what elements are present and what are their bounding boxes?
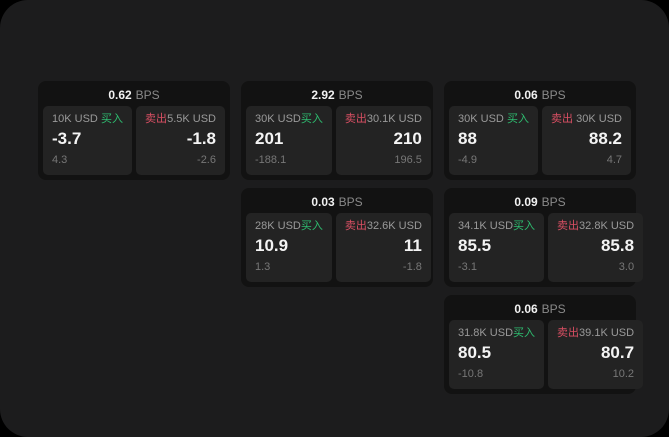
buy-amount-label: 30K USD bbox=[458, 113, 504, 125]
buy-sub-value: -188.1 bbox=[255, 154, 287, 166]
bps-spread-header: 0.03 BPS bbox=[246, 193, 428, 211]
buy-side-label: 买入 bbox=[513, 220, 536, 232]
buy-amount-label: 28K USD bbox=[255, 220, 301, 232]
sell-sub-value: 196.5 bbox=[394, 154, 422, 166]
buy-panel[interactable]: 31.8K USD 买入 80.5 -10.8 bbox=[449, 320, 545, 389]
sell-panel[interactable]: 卖出 32.6K USD 11 -1.8 bbox=[335, 213, 431, 282]
sell-sub-value: 4.7 bbox=[606, 154, 622, 166]
sell-side-label: 卖出 bbox=[344, 220, 367, 232]
sell-side-label: 卖出 bbox=[145, 113, 167, 125]
buy-sub-value: 4.3 bbox=[52, 154, 68, 166]
bps-card: 0.09 BPS 34.1K USD 买入 85.5 -3.1 卖出 32.8K … bbox=[444, 188, 644, 287]
bps-spread-header: 2.92 BPS bbox=[246, 86, 428, 104]
bps-card: 0.03 BPS 28K USD 买入 10.9 1.3 卖出 32.6K USD bbox=[241, 188, 433, 287]
buy-sub-value: -3.1 bbox=[458, 261, 477, 273]
buy-amount-label: 30K USD bbox=[255, 113, 301, 125]
sell-amount-label: 30K USD bbox=[576, 113, 622, 125]
bps-card: 2.92 BPS 30K USD 买入 201 -188.1 卖出 30.1K U… bbox=[241, 81, 433, 180]
sell-side-label: 卖出 bbox=[557, 327, 580, 339]
sell-amount-label: 30.1K USD bbox=[366, 113, 422, 125]
bps-spread-value: 0.62 bbox=[108, 88, 132, 102]
bps-card: 0.06 BPS 31.8K USD 买入 80.5 -10.8 卖出 39.1K… bbox=[444, 295, 644, 394]
bps-spread-header: 0.06 BPS bbox=[449, 86, 631, 104]
bps-unit-label: BPS bbox=[541, 195, 566, 209]
bps-spread-value: 0.06 bbox=[514, 88, 538, 102]
bps-unit-label: BPS bbox=[338, 195, 363, 209]
sell-sub-value: -2.6 bbox=[197, 154, 216, 166]
bps-spread-value: 0.09 bbox=[514, 195, 538, 209]
sell-amount-label: 39.1K USD bbox=[579, 327, 635, 339]
buy-side-label: 买入 bbox=[300, 113, 323, 125]
buy-side-label: 买入 bbox=[507, 113, 529, 125]
sell-sub-value: 10.2 bbox=[612, 368, 635, 380]
sell-sub-value: -1.8 bbox=[402, 261, 422, 273]
bps-spread-value: 0.06 bbox=[514, 302, 538, 316]
buy-sub-value: -4.9 bbox=[458, 154, 477, 166]
buy-side-label: 买入 bbox=[300, 220, 323, 232]
sell-price-value: 80.7 bbox=[600, 343, 635, 362]
buy-sub-value: -10.8 bbox=[458, 368, 484, 380]
sell-price-value: 85.8 bbox=[600, 236, 635, 255]
buy-panel[interactable]: 30K USD 买入 88 -4.9 bbox=[449, 106, 538, 175]
sell-price-value: 210 bbox=[393, 129, 422, 148]
sell-price-value: 88.2 bbox=[588, 129, 622, 148]
buy-price-value: 88 bbox=[458, 129, 477, 148]
sell-price-value: -1.8 bbox=[186, 129, 216, 148]
buy-price-value: -3.7 bbox=[52, 129, 82, 148]
buy-price-value: 80.5 bbox=[458, 343, 492, 362]
buy-amount-label: 31.8K USD bbox=[458, 327, 514, 339]
bps-card: 0.62 BPS 10K USD 买入 -3.7 4.3 卖出 5.5K USD bbox=[38, 81, 230, 180]
buy-panel[interactable]: 28K USD 买入 10.9 1.3 bbox=[246, 213, 332, 282]
buy-panel[interactable]: 34.1K USD 买入 85.5 -3.1 bbox=[449, 213, 545, 282]
sell-side-label: 卖出 bbox=[551, 113, 573, 125]
sell-panel[interactable]: 卖出 30K USD 88.2 4.7 bbox=[542, 106, 631, 175]
buy-sub-value: 1.3 bbox=[255, 261, 271, 273]
bps-unit-label: BPS bbox=[338, 88, 363, 102]
sell-panel[interactable]: 卖出 30.1K USD 210 196.5 bbox=[335, 106, 431, 175]
quote-card-grid: 0.62 BPS 10K USD 买入 -3.7 4.3 卖出 5.5K USD bbox=[38, 81, 644, 394]
sell-panel[interactable]: 卖出 39.1K USD 80.7 10.2 bbox=[548, 320, 644, 389]
buy-price-value: 85.5 bbox=[458, 236, 492, 255]
sell-amount-label: 32.8K USD bbox=[579, 220, 635, 232]
bps-spread-value: 0.03 bbox=[311, 195, 335, 209]
bps-spread-header: 0.62 BPS bbox=[43, 86, 225, 104]
bps-spread-value: 2.92 bbox=[311, 88, 335, 102]
sell-panel[interactable]: 卖出 32.8K USD 85.8 3.0 bbox=[548, 213, 644, 282]
bps-unit-label: BPS bbox=[541, 302, 566, 316]
bps-spread-header: 0.06 BPS bbox=[449, 300, 631, 318]
sell-panel[interactable]: 卖出 5.5K USD -1.8 -2.6 bbox=[136, 106, 225, 175]
buy-panel[interactable]: 30K USD 买入 201 -188.1 bbox=[246, 106, 332, 175]
buy-side-label: 买入 bbox=[101, 113, 123, 125]
sell-side-label: 卖出 bbox=[557, 220, 580, 232]
sell-side-label: 卖出 bbox=[344, 113, 367, 125]
bps-card: 0.06 BPS 30K USD 买入 88 -4.9 卖出 30K USD bbox=[444, 81, 636, 180]
sell-price-value: 11 bbox=[403, 236, 422, 255]
sell-sub-value: 3.0 bbox=[618, 261, 635, 273]
bps-spread-header: 0.09 BPS bbox=[449, 193, 631, 211]
buy-price-value: 201 bbox=[255, 129, 284, 148]
sell-amount-label: 5.5K USD bbox=[167, 113, 216, 125]
buy-panel[interactable]: 10K USD 买入 -3.7 4.3 bbox=[43, 106, 132, 175]
buy-amount-label: 34.1K USD bbox=[458, 220, 514, 232]
bps-unit-label: BPS bbox=[135, 88, 160, 102]
buy-side-label: 买入 bbox=[513, 327, 536, 339]
bps-unit-label: BPS bbox=[541, 88, 566, 102]
buy-amount-label: 10K USD bbox=[52, 113, 98, 125]
sell-amount-label: 32.6K USD bbox=[366, 220, 422, 232]
buy-price-value: 10.9 bbox=[255, 236, 289, 255]
